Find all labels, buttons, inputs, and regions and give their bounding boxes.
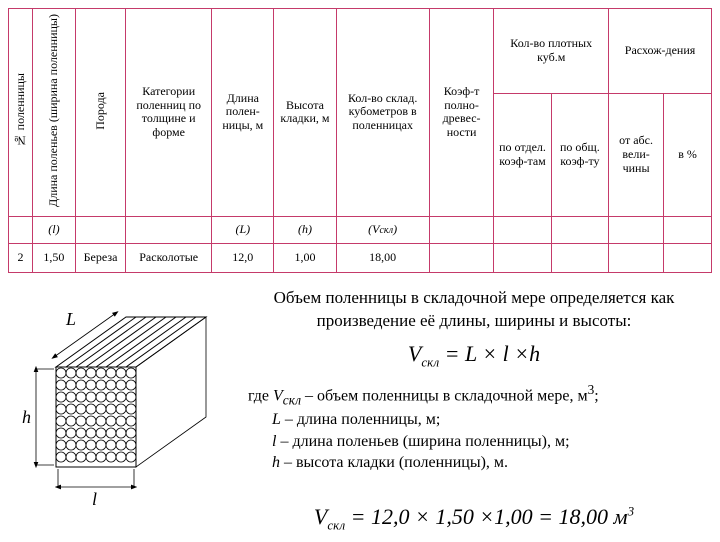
sym-l: (l): [32, 216, 75, 243]
col-num: № поленницы: [9, 9, 33, 217]
col-diff-b: в %: [664, 93, 712, 216]
col-coef: Коэф-т полно-древес-ности: [429, 9, 494, 217]
col-height: Высота кладки, м: [274, 9, 336, 217]
definitions: где Vскл – объем поленницы в складочной …: [248, 381, 704, 474]
col-species: Порода: [75, 9, 125, 217]
label-l: l: [92, 489, 97, 509]
col-dense-group: Кол-во плотных куб.м: [494, 9, 609, 94]
col-volume: Кол-во склад. кубометров в поленницах: [336, 9, 429, 217]
cell-num: 2: [9, 243, 33, 272]
explanation-text: Объем поленницы в складочной мере опреде…: [244, 287, 704, 534]
col-dense-a: по отдел. коэф-там: [494, 93, 551, 216]
col-category: Категории поленниц по толщине и форме: [126, 9, 212, 217]
col-diff-group: Расхож-дения: [609, 9, 712, 94]
sym-h: (h): [274, 216, 336, 243]
cell-l: 1,50: [32, 243, 75, 272]
col-diff-a: от абс. вели-чины: [609, 93, 664, 216]
woodpile-diagram: L h l: [16, 287, 226, 534]
col-dense-b: по общ. коэф-ту: [551, 93, 608, 216]
cell-V: 18,00: [336, 243, 429, 272]
col-length-pile: Длина полен-ницы, м: [212, 9, 274, 217]
col-length-log: Длина поленьев (ширина поленницы): [32, 9, 75, 217]
calculation: Vскл = 12,0 × 1,50 ×1,00 = 18,00 м3: [244, 502, 704, 534]
label-h: h: [22, 407, 31, 427]
sym-V: (Vскл): [336, 216, 429, 243]
label-L: L: [65, 309, 76, 329]
table-row: 2 1,50 Береза Расколотые 12,0 1,00 18,00: [9, 243, 712, 272]
symbol-row: (l) (L) (h) (Vскл): [9, 216, 712, 243]
main-formula: Vскл = L × l ×h: [244, 339, 704, 371]
cell-species: Береза: [75, 243, 125, 272]
measurements-table: № поленницы Длина поленьев (ширина полен…: [8, 8, 712, 273]
cell-category: Расколотые: [126, 243, 212, 272]
cell-L: 12,0: [212, 243, 274, 272]
sym-L: (L): [212, 216, 274, 243]
cell-h: 1,00: [274, 243, 336, 272]
intro-text: Объем поленницы в складочной мере опреде…: [244, 287, 704, 333]
